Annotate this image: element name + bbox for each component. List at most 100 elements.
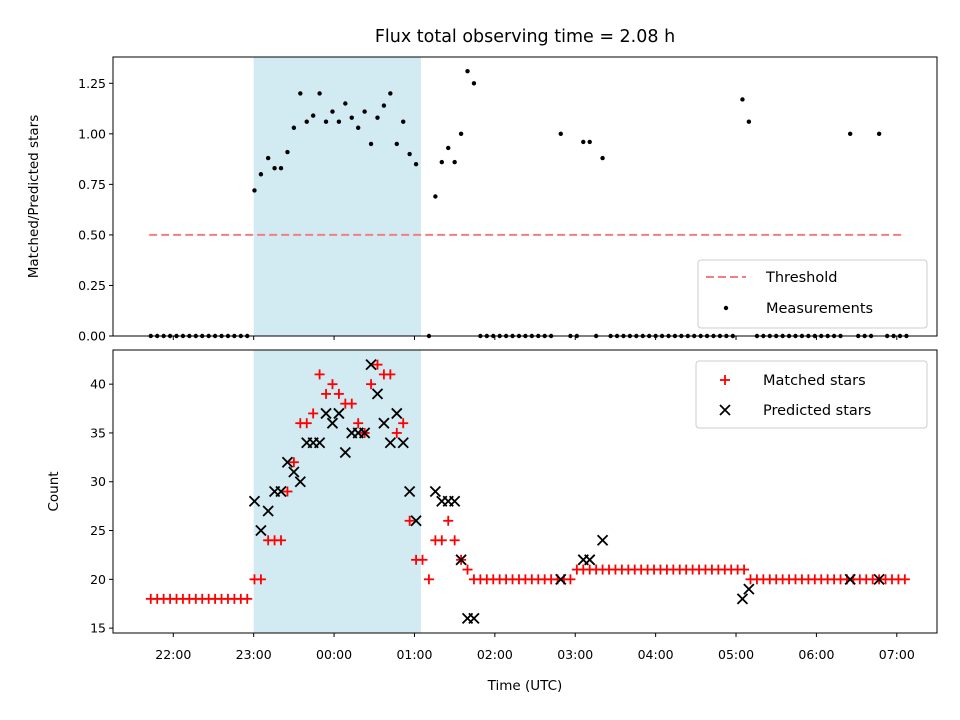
x-tick-label: 06:00 [798, 647, 834, 662]
measurement-point [458, 131, 464, 137]
measurement-point [394, 141, 399, 147]
marker-stroke [320, 407, 332, 420]
matched-legend-label: Matched stars [763, 373, 866, 389]
measurement-point [323, 119, 329, 124]
marker-stroke [449, 495, 461, 507]
measurement-point [278, 165, 284, 171]
predicted-star-point [404, 485, 416, 498]
measurement-point [310, 113, 316, 118]
top-y-tick-label: 1.00 [78, 126, 106, 141]
bottom-y-tick-label: 35 [90, 425, 106, 440]
predicted-star-point [397, 437, 409, 449]
marker-stroke [339, 446, 351, 459]
matched-star-point [417, 554, 428, 565]
measurement-point [343, 101, 348, 106]
measurement-point [401, 119, 406, 124]
x-tick-label: 05:00 [718, 647, 754, 662]
marker-stroke [326, 417, 339, 429]
measurement-point [388, 91, 393, 96]
bottom-legend-box [695, 360, 928, 429]
predicted-legend-marker [719, 404, 731, 416]
marker-stroke [378, 417, 390, 429]
predicted-star-point [584, 554, 596, 566]
predicted-star-point [873, 573, 885, 585]
marker-stroke [365, 359, 377, 371]
predicted-star-point [313, 437, 326, 449]
matched-star-point [739, 564, 750, 575]
matched-legend-marker [720, 375, 730, 385]
measurement-point [407, 151, 412, 157]
predicted-star-point [429, 485, 442, 498]
marker-stroke [468, 612, 480, 624]
predicted-star-point [743, 583, 755, 595]
predicted-star-point [371, 388, 384, 400]
predicted-star-point [410, 515, 422, 527]
matched-star-point [443, 515, 454, 526]
measurement-point [471, 81, 477, 86]
observing-interval-shade-top [253, 57, 421, 336]
matched-star-point [436, 535, 447, 546]
matched-star-point [404, 515, 415, 526]
measurement-point [600, 155, 605, 161]
marker-stroke [397, 437, 409, 449]
matched-star-point [255, 574, 266, 585]
predicted-star-point [320, 407, 332, 420]
measurement-point [740, 97, 745, 102]
top-y-ticks: 0.00 0.25 0.50 0.75 1.00 1.25 [78, 76, 113, 344]
matched-star-point [276, 535, 287, 546]
matched-star-point [321, 388, 332, 399]
measurement-point [298, 91, 303, 96]
matched-star-point [314, 369, 325, 380]
marker-stroke [255, 524, 267, 537]
top-y-tick-label: 0.00 [78, 329, 106, 344]
measurement-point [587, 139, 592, 145]
measurement-point [336, 119, 342, 124]
predicted-star-point [378, 417, 390, 429]
bottom-x-ticks: 22:00 23:00 00:00 01:00 02:00 03:00 04:00 05:00… [155, 633, 915, 662]
predicted-star-point [275, 485, 287, 498]
bottom-y-tick-label: 25 [90, 523, 106, 538]
top-y-tick-label: 0.25 [78, 278, 106, 293]
measurements-legend-swatch [723, 305, 729, 311]
marker-stroke [288, 466, 300, 478]
measurement-point [558, 131, 563, 137]
measurement-point [446, 145, 451, 151]
predicted-star-point [596, 534, 609, 546]
measurement-point [285, 149, 290, 155]
marker-stroke [313, 437, 326, 449]
matched-star-point [462, 564, 473, 575]
measurement-point [368, 141, 374, 147]
matched-star-point [366, 379, 377, 390]
observing-interval-shade-bottom [253, 350, 421, 633]
threshold-legend-label: Threshold [765, 270, 837, 286]
marker-stroke [555, 573, 567, 585]
marker-stroke [873, 573, 885, 585]
predicted-star-point [391, 407, 403, 420]
predicted-star-point [326, 417, 339, 429]
bottom-y-tick-label: 15 [90, 621, 106, 636]
measurement-point [452, 159, 457, 165]
predicted-legend-label: Predicted stars [763, 403, 871, 419]
measurement-point [439, 159, 444, 165]
measurement-point [272, 165, 277, 171]
predicted-star-point [365, 359, 377, 371]
marker-stroke [275, 485, 287, 498]
predicted-stars-points [248, 359, 885, 624]
x-tick-label: 04:00 [638, 647, 674, 662]
measurement-point [433, 194, 438, 199]
matched-star-point [385, 369, 396, 380]
measurement-point [330, 109, 335, 114]
measurement-point [317, 91, 322, 96]
marker-stroke [333, 407, 345, 420]
marker-stroke [281, 456, 294, 468]
top-legend-box [697, 259, 928, 329]
marker-stroke [429, 485, 442, 498]
measurement-point [304, 119, 309, 124]
predicted-star-point [248, 495, 261, 507]
measurement-point [465, 68, 470, 74]
measurement-point [355, 125, 361, 130]
matched-star-point [333, 388, 344, 399]
measurement-point [375, 115, 380, 120]
